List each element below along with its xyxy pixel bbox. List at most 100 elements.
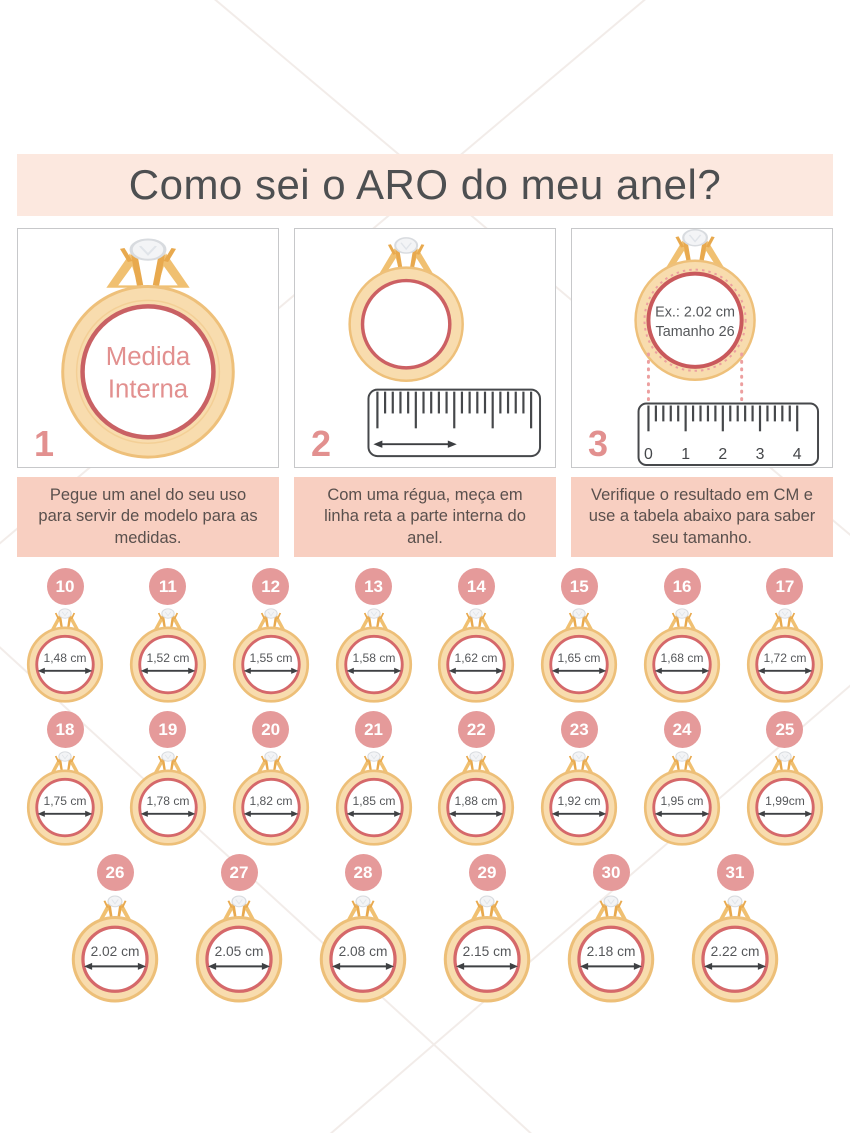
- ring-size-item: 28 2.08 cm: [308, 854, 418, 1004]
- measurement-label: 2.15 cm: [463, 944, 512, 959]
- ring-size-item: 26 2.02 cm: [60, 854, 170, 1004]
- measurement-label: 2.02 cm: [91, 944, 140, 959]
- diamond-icon: [366, 608, 381, 619]
- ruler: [367, 388, 542, 458]
- diamond-icon: [107, 895, 123, 908]
- size-badge: 19: [149, 711, 187, 748]
- ring-illustration-step2: [348, 237, 542, 458]
- ring-illustration: 1,52 cm: [129, 608, 206, 703]
- dotted-guide-circle: [643, 268, 747, 372]
- ring-size-item: 20 1,82 cm: [223, 711, 319, 847]
- ring-size-item: 11 1,52 cm: [120, 568, 216, 704]
- ruler-number-1: 1: [681, 446, 690, 463]
- ring-size-item: 18 1,75 cm: [17, 711, 113, 847]
- measurement-label: 1,68 cm: [661, 651, 704, 665]
- ring-illustration: 2.02 cm: [71, 895, 159, 1003]
- measurement-label: 1,62 cm: [455, 651, 498, 665]
- diameter-arrow-icon: [757, 667, 813, 674]
- ruler-ticks: [647, 405, 799, 432]
- diameter-arrow-icon: [703, 962, 767, 970]
- ring-illustration: 1,58 cm: [335, 608, 412, 703]
- diameter-arrow-icon: [140, 810, 196, 817]
- diameter-arrow-icon: [140, 667, 196, 674]
- measurement-label: 1,82 cm: [249, 794, 292, 808]
- ring-size-item: 30 2.18 cm: [556, 854, 666, 1004]
- size-badge: 27: [220, 854, 258, 891]
- measurement-label: 2.08 cm: [339, 944, 388, 959]
- ring-illustration: 1,99cm: [746, 751, 824, 846]
- size-badge: 24: [663, 711, 701, 748]
- ring-illustration: 1,65 cm: [541, 608, 618, 703]
- size-badge: 11: [149, 568, 187, 605]
- diamond-icon: [58, 608, 72, 619]
- measurement-label: 1,58 cm: [352, 651, 395, 665]
- measure-arrow-icon: [373, 440, 457, 448]
- size-badge: 28: [344, 854, 382, 891]
- page-title: Como sei o ARO do meu anel?: [17, 154, 833, 216]
- measurement-label: 1,78 cm: [146, 794, 189, 808]
- ring-illustration: 1,48 cm: [26, 608, 104, 703]
- diamond-icon: [355, 895, 371, 908]
- size-badge: 12: [252, 568, 290, 605]
- size-badge: 25: [766, 711, 804, 748]
- diamond-icon: [366, 751, 381, 762]
- ring-size-item: 21 1,85 cm: [326, 711, 422, 847]
- size-badge: 31: [716, 854, 754, 891]
- size-badge: 29: [468, 854, 506, 891]
- diameter-arrow-icon: [757, 810, 813, 817]
- inner-measure-circle: [646, 271, 744, 369]
- ruler-number-3: 3: [756, 446, 765, 463]
- diameter-arrow-icon: [551, 810, 607, 817]
- diameter-arrow-icon: [346, 810, 401, 817]
- example-size-label: Tamanho 26: [656, 324, 735, 340]
- step-panel-1: Medida Interna 1: [17, 228, 279, 468]
- ring-size-item: 19 1,78 cm: [120, 711, 216, 847]
- ring-illustration: 1,85 cm: [335, 751, 412, 846]
- step-caption-1: Pegue um anel do seu uso para servir de …: [17, 477, 279, 557]
- ring-size-row-1: 10 1,48 cm 11 1,52 cm 12: [17, 568, 833, 704]
- diameter-arrow-icon: [243, 667, 299, 674]
- diamond-icon: [264, 608, 278, 619]
- step-panel-3: Ex.: 2.02 cm Tamanho 26 0 1 2 3 4 3: [571, 228, 833, 468]
- diamond-icon: [572, 751, 586, 762]
- ruler-number-2: 2: [718, 446, 727, 463]
- ruler-number-4: 4: [793, 446, 802, 463]
- ring-illustration: 1,78 cm: [129, 751, 206, 846]
- ring-illustration: 1,75 cm: [26, 751, 104, 846]
- ring-illustration: 1,82 cm: [232, 751, 309, 846]
- measurement-label: 1,75 cm: [43, 794, 86, 808]
- diamond-icon: [469, 608, 484, 619]
- diamond-icon: [394, 237, 419, 254]
- diamond-icon: [675, 751, 689, 762]
- step-caption-2: Com uma régua, meça em linha reta a part…: [294, 477, 556, 557]
- diamond-icon: [129, 238, 167, 261]
- diamond-icon: [778, 608, 792, 619]
- diamond-icon: [572, 608, 586, 619]
- ring-size-item: 12 1,55 cm: [223, 568, 319, 704]
- measurement-label: 2.22 cm: [711, 944, 760, 959]
- ring-size-item: 16 1,68 cm: [634, 568, 730, 704]
- diamond-icon: [727, 895, 743, 908]
- diamond-icon: [161, 751, 175, 762]
- size-badge: 16: [663, 568, 701, 605]
- measurement-label: 2.18 cm: [587, 944, 636, 959]
- diamond-icon: [682, 229, 708, 247]
- ring-illustration: 1,55 cm: [232, 608, 309, 703]
- ring-size-item: 10 1,48 cm: [17, 568, 113, 704]
- measurement-label: 1,99cm: [765, 794, 805, 808]
- size-badge: 23: [560, 711, 598, 748]
- diameter-arrow-icon: [449, 810, 504, 817]
- ruler-with-numbers: 0 1 2 3 4: [637, 402, 820, 467]
- size-badge: 18: [46, 711, 84, 748]
- measurement-label: 1,48 cm: [43, 651, 86, 665]
- ring-size-row-3: 26 2.02 cm 27 2.05 cm 28: [17, 854, 833, 1004]
- measurement-label: 1,55 cm: [249, 651, 292, 665]
- size-badge: 20: [252, 711, 290, 748]
- size-badge: 21: [355, 711, 393, 748]
- diamond-icon: [603, 895, 619, 908]
- size-badge: 26: [96, 854, 134, 891]
- ring-crown-icon: [106, 238, 190, 288]
- example-measure-label: Ex.: 2.02 cm: [655, 304, 735, 320]
- size-badge: 13: [355, 568, 393, 605]
